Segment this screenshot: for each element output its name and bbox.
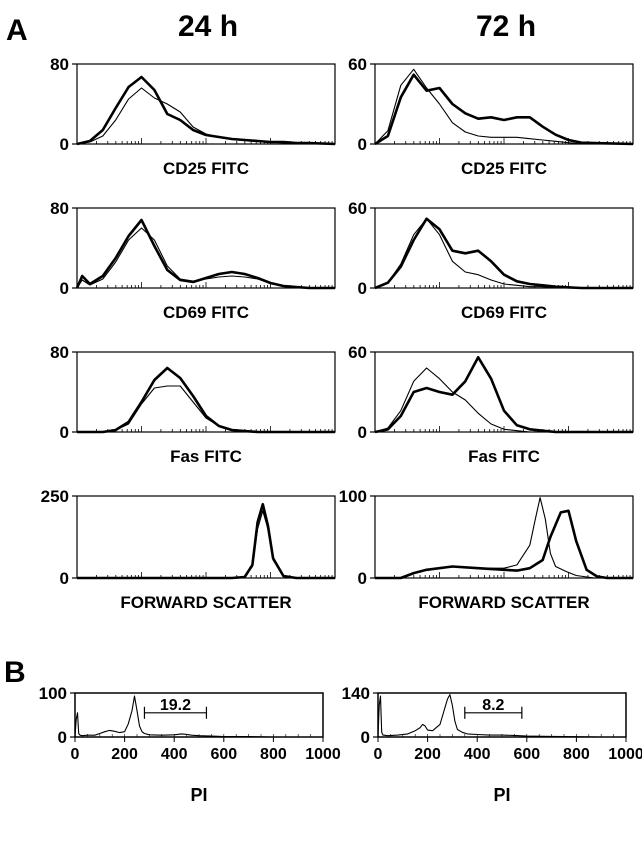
x-tick-label: 400 [464, 746, 491, 763]
y-tick-label: 140 [342, 684, 370, 703]
chart-5: 80 0 Fas FITC [50, 343, 336, 466]
y-tick-label: 0 [60, 569, 69, 588]
histogram-thin-line [77, 385, 335, 433]
panel-b-letter: B [4, 656, 26, 689]
chart-7: 250 0 FORWARD SCATTER [41, 487, 336, 612]
plot-frame [76, 207, 336, 289]
histogram-thick-line [374, 355, 633, 434]
x-tick-label: 0 [374, 746, 383, 763]
histogram-thin-line [377, 694, 626, 738]
histogram-thin-line [374, 68, 633, 145]
x-tick-label: 200 [414, 746, 441, 763]
x-tick-label: 600 [210, 746, 237, 763]
histogram-thin-line [374, 218, 633, 289]
x-axis-title: FORWARD SCATTER [418, 593, 589, 612]
y-tick-label: 80 [50, 199, 69, 218]
gate-label: 19.2 [160, 697, 191, 714]
y-tick-label: 0 [60, 135, 69, 154]
histogram-thin-line [74, 695, 323, 738]
chart-8: 100 0 FORWARD SCATTER [339, 487, 634, 612]
plot-frame [76, 63, 336, 145]
x-axis-title: PI [190, 785, 207, 805]
y-tick-label: 100 [39, 684, 67, 703]
y-tick-label: 0 [361, 728, 370, 747]
x-tick-label: 400 [161, 746, 188, 763]
y-tick-label: 60 [348, 199, 367, 218]
col-header-72h: 72 h [476, 10, 536, 43]
x-tick-label: 0 [71, 746, 80, 763]
histogram-thin-line [375, 497, 633, 579]
y-tick-label: 60 [348, 55, 367, 74]
panel-a-letter: A [6, 14, 28, 47]
x-axis-title: Fas FITC [170, 447, 242, 466]
x-tick-label: 1000 [305, 746, 341, 763]
x-tick-label: 1000 [608, 746, 642, 763]
plot-frame [76, 495, 336, 579]
histogram-thick-line [75, 218, 335, 290]
x-axis-title: CD69 FITC [461, 303, 547, 322]
y-tick-label: 0 [358, 569, 367, 588]
y-tick-label: 0 [60, 423, 69, 442]
histogram-thin-line [76, 227, 335, 289]
x-axis-title: CD25 FITC [163, 159, 249, 178]
chart-10: 140 00 200 400 600 800 1000 8.2 PI [342, 684, 642, 805]
y-tick-label: 0 [358, 135, 367, 154]
x-axis-title: FORWARD SCATTER [120, 593, 291, 612]
y-tick-label: 0 [358, 279, 367, 298]
plot-frame [76, 351, 336, 433]
chart-3: 80 0 CD69 FITC [50, 199, 336, 322]
y-tick-label: 80 [50, 55, 69, 74]
y-tick-label: 0 [58, 728, 67, 747]
y-tick-label: 0 [358, 423, 367, 442]
x-axis-title: PI [493, 785, 510, 805]
histogram-thin-line [77, 510, 335, 579]
gate-label: 8.2 [482, 697, 504, 714]
x-tick-label: 800 [260, 746, 287, 763]
histogram-thin-line [76, 87, 335, 145]
chart-2: 60 0 CD25 FITC [348, 55, 634, 178]
x-axis-title: CD25 FITC [461, 159, 547, 178]
y-tick-label: 0 [60, 279, 69, 298]
histogram-thick-line [374, 73, 634, 146]
x-tick-label: 800 [563, 746, 590, 763]
histogram-thick-line [77, 502, 335, 580]
histogram-thick-line [374, 217, 633, 290]
chart-1: 80 0 CD25 FITC [50, 55, 336, 178]
x-tick-label: 600 [513, 746, 540, 763]
histogram-thick-line [76, 75, 336, 146]
histogram-thick-line [77, 366, 335, 434]
y-tick-label: 100 [339, 487, 367, 506]
y-tick-label: 250 [41, 487, 69, 506]
y-tick-label: 80 [50, 343, 69, 362]
plot-frame [374, 495, 634, 579]
x-axis-title: CD69 FITC [163, 303, 249, 322]
chart-4: 60 0 CD69 FITC [348, 199, 634, 322]
chart-6: 60 0 Fas FITC [348, 343, 634, 466]
col-header-24h: 24 h [178, 10, 238, 43]
histogram-thin-line [374, 367, 633, 433]
x-tick-label: 200 [111, 746, 138, 763]
x-axis-title: Fas FITC [468, 447, 540, 466]
y-tick-label: 60 [348, 343, 367, 362]
